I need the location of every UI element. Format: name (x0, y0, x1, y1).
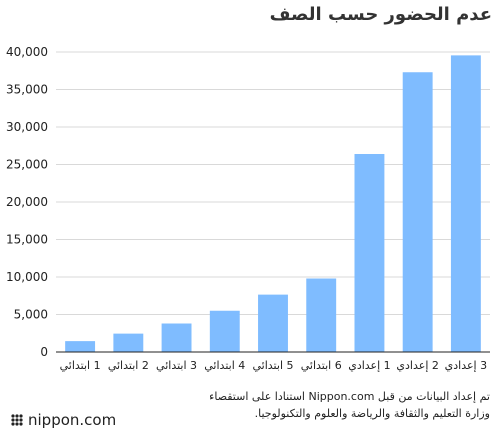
x-tick-label: 3 ابتدائي (156, 359, 197, 372)
bars (65, 55, 481, 352)
source-note: تم إعداد البيانات من قبل Nippon.com استن… (209, 388, 490, 422)
x-tick-label: 3 إعدادي (445, 359, 487, 372)
bar (113, 333, 144, 352)
bar (402, 72, 433, 352)
logo-dots-icon (11, 414, 23, 426)
y-tick-label: 5,000 (14, 308, 48, 322)
x-axis-tick-labels: 1 ابتدائي 2 ابتدائي 3 ابتدائي 4 ابتدائي 5 اب… (60, 359, 488, 372)
nippon-logo: nippon.com (10, 411, 116, 429)
y-tick-label: 0 (40, 345, 48, 359)
bar (306, 278, 337, 352)
x-tick-label: 2 ابتدائي (108, 359, 149, 372)
y-tick-label: 30,000 (6, 120, 48, 134)
y-tick-label: 20,000 (6, 195, 48, 209)
x-tick-label: 1 ابتدائي (60, 359, 101, 372)
x-tick-label: 1 إعدادي (348, 359, 390, 372)
source-line-1: تم إعداد البيانات من قبل Nippon.com استن… (209, 390, 490, 403)
x-tick-label: 2 إعدادي (396, 359, 438, 372)
y-tick-label: 10,000 (6, 270, 48, 284)
x-tick-label: 5 ابتدائي (253, 359, 294, 372)
bar (258, 294, 288, 352)
source-line-2: وزارة التعليم والثقافة والرياضة والعلوم … (254, 407, 490, 420)
bar (161, 323, 192, 352)
y-tick-label: 35,000 (6, 83, 48, 97)
bar (209, 310, 240, 352)
bar (354, 154, 385, 352)
x-tick-label: 4 ابتدائي (204, 359, 245, 372)
bar (450, 55, 481, 352)
bar (65, 341, 96, 352)
x-tick-label: 6 ابتدائي (301, 359, 342, 372)
y-tick-label: 40,000 (6, 45, 48, 59)
y-tick-label: 15,000 (6, 233, 48, 247)
chart-title: عدم الحضور حسب الصف (269, 4, 492, 25)
logo-text: nippon.com (28, 411, 117, 429)
y-tick-label: 25,000 (6, 158, 48, 172)
y-axis-tick-labels: 0 5,000 10,000 15,000 20,000 25,000 30,000 35,0… (6, 45, 48, 359)
